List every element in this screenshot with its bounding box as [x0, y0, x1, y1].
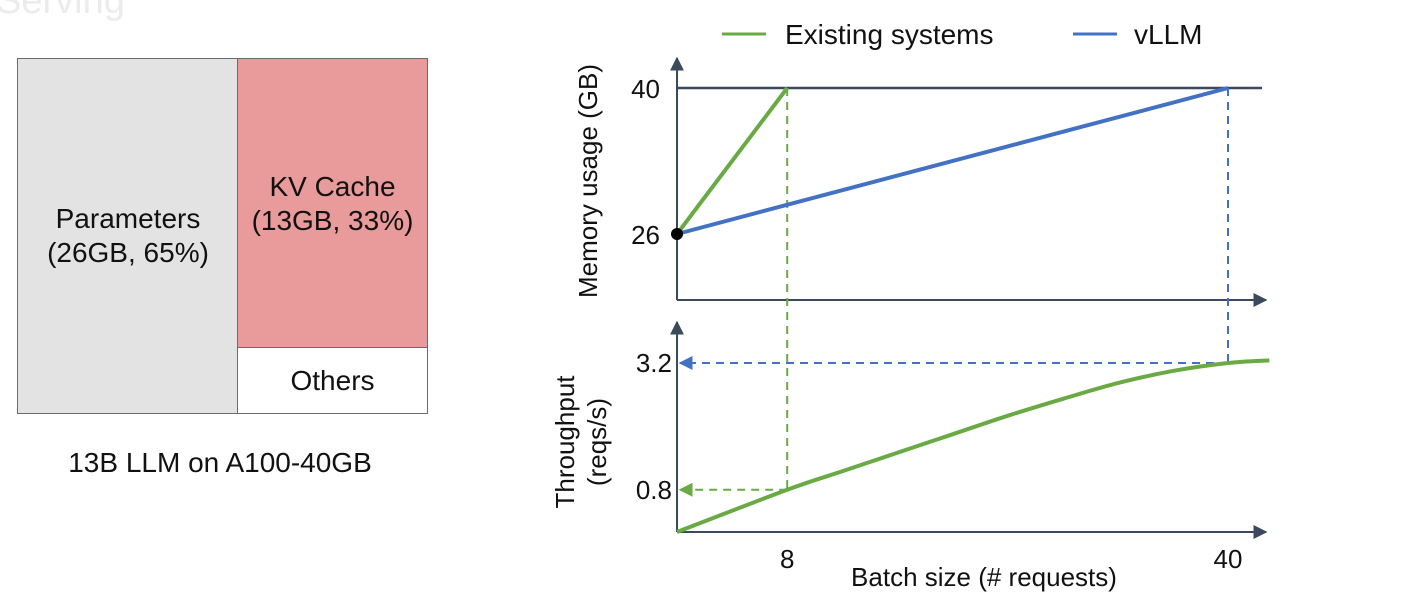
- breakdown-caption: 13B LLM on A100-40GB: [68, 447, 372, 478]
- x-axis-title: Batch size (# requests): [851, 562, 1117, 592]
- throughput-y-tick: 0.8: [636, 475, 672, 505]
- memory-y-axis-title: Memory usage (GB): [573, 64, 603, 298]
- chart-legend: Existing systems vLLM: [722, 19, 1202, 50]
- others-label: Others: [290, 364, 375, 396]
- throughput-y-axis-title: Throughput(reqs/s): [550, 375, 612, 509]
- parameters-label: Parameters: [55, 203, 201, 235]
- throughput-y-axis-title-line: (reqs/s): [582, 398, 612, 486]
- legend-label-vllm: vLLM: [1134, 19, 1202, 50]
- parameters-detail: (26GB, 65%): [47, 237, 209, 268]
- kv-cache-block: KV Cache (13GB, 33%): [237, 58, 428, 349]
- memory-y-tick: 40: [631, 74, 660, 104]
- kv-cache-label: KV Cache: [269, 170, 396, 202]
- memory-y-tick: 26: [631, 220, 660, 250]
- others-block: Others: [237, 347, 428, 414]
- throughput-y-axis-title-line: Throughput: [550, 375, 580, 509]
- memory-start-point: [671, 228, 683, 240]
- memory-line-vllm: [676, 86, 1229, 236]
- kv-cache-detail: (13GB, 33%): [251, 204, 414, 236]
- legend-label-existing: Existing systems: [785, 19, 994, 50]
- throughput-line-existing-systems: [676, 358, 1270, 534]
- memory-line-existing-systems: [675, 86, 789, 236]
- throughput-y-tick: 3.2: [636, 348, 672, 378]
- x-tick: 40: [1214, 544, 1243, 574]
- header-fragment: Serving: [0, 0, 125, 22]
- x-tick: 8: [780, 544, 794, 574]
